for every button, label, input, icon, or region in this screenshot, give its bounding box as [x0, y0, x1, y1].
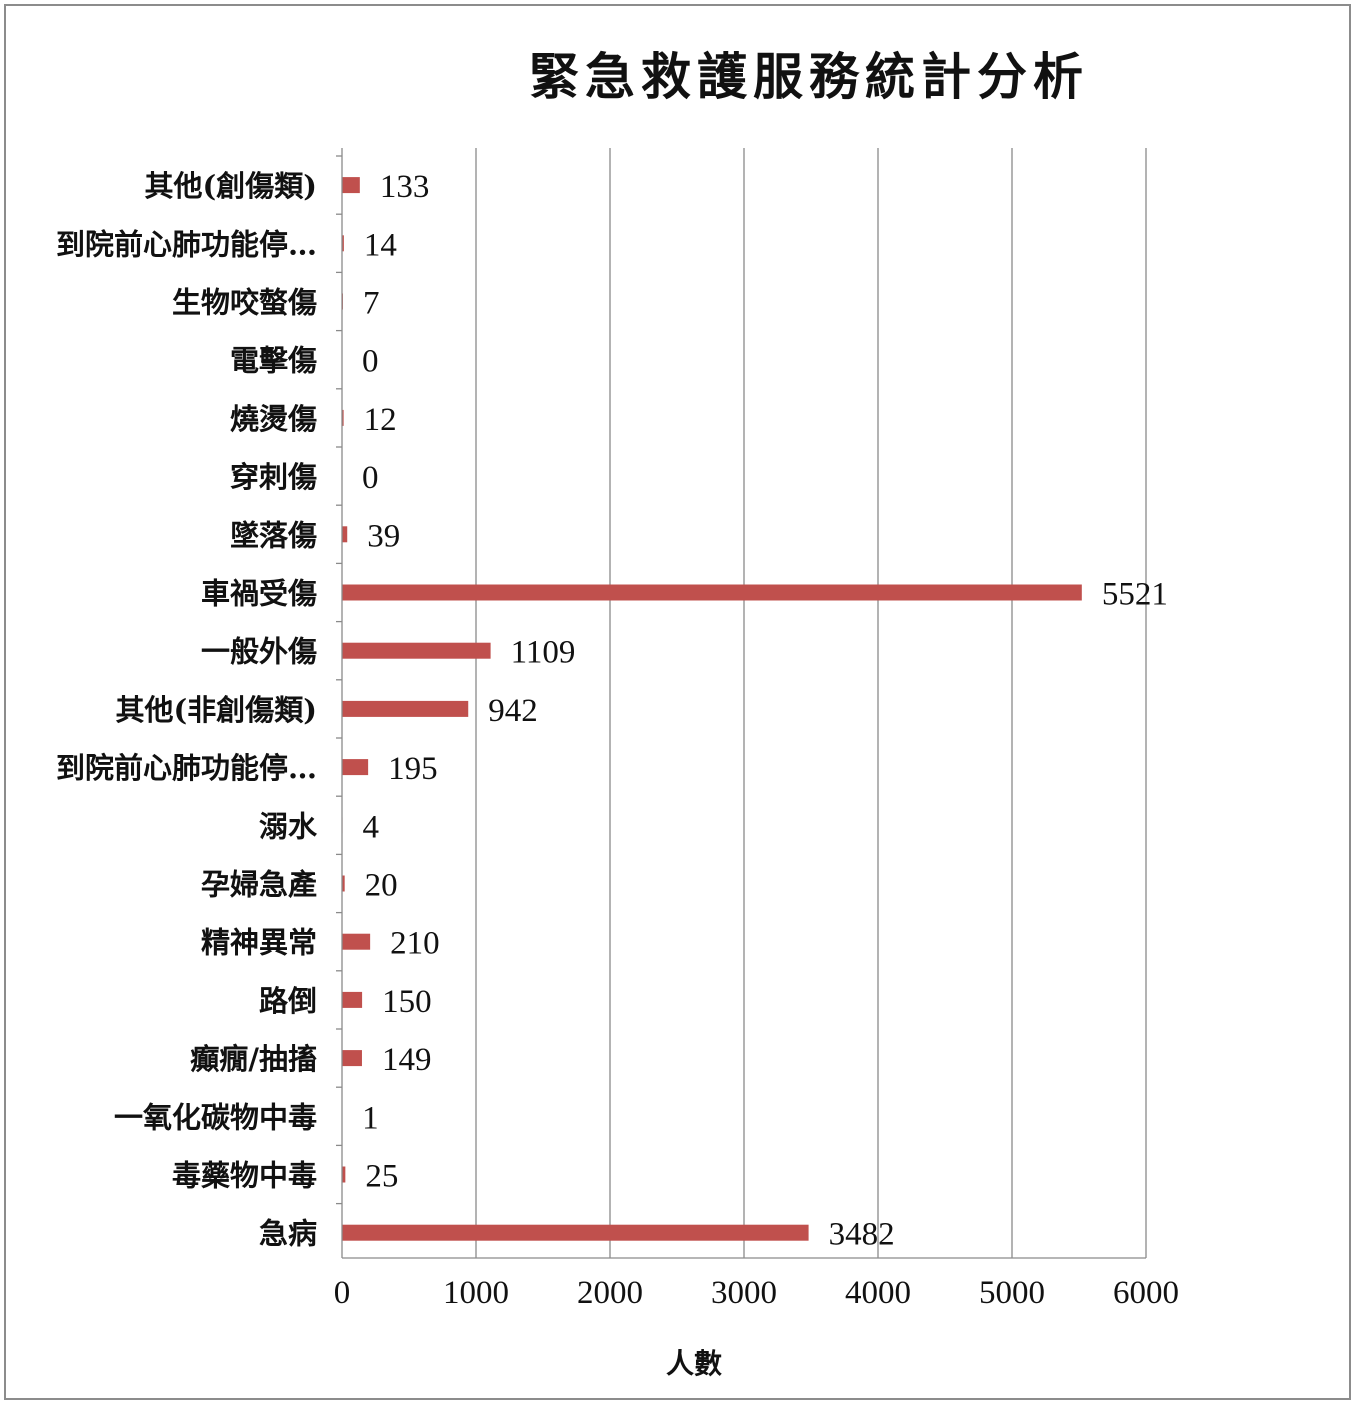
category-label: 孕婦急產 — [201, 868, 317, 902]
bar — [342, 700, 469, 717]
category-label: 精神異常 — [201, 926, 317, 960]
bars — [342, 177, 1082, 1241]
data-label: 4 — [363, 809, 380, 845]
bar — [342, 759, 369, 776]
bar — [342, 584, 1082, 601]
bar — [342, 526, 348, 543]
category-label: 燒燙傷 — [230, 402, 317, 436]
x-tick-label: 1000 — [443, 1275, 509, 1311]
data-label: 39 — [367, 518, 400, 554]
x-tick-label: 2000 — [577, 1275, 643, 1311]
bar — [342, 409, 344, 426]
data-label: 195 — [388, 751, 438, 787]
category-label: 路倒 — [259, 984, 317, 1018]
data-label: 149 — [382, 1042, 432, 1078]
data-label: 942 — [488, 693, 538, 729]
data-label: 20 — [365, 868, 398, 904]
data-label: 133 — [380, 169, 430, 205]
data-label: 3482 — [829, 1217, 895, 1253]
data-label: 150 — [382, 984, 432, 1020]
category-label: 毒藥物中毒 — [172, 1159, 317, 1193]
data-label: 12 — [364, 402, 397, 438]
data-label: 0 — [362, 460, 379, 496]
category-label: 生物咬螫傷 — [172, 286, 317, 320]
bar — [342, 875, 345, 892]
bar — [342, 642, 491, 659]
data-label: 0 — [362, 344, 379, 380]
category-label: 車禍受傷 — [201, 577, 317, 611]
x-tick-label: 3000 — [711, 1275, 777, 1311]
category-label: 急病 — [259, 1217, 317, 1251]
data-label: 5521 — [1102, 577, 1168, 613]
x-tick-label: 5000 — [979, 1275, 1045, 1311]
x-tick-label: 4000 — [845, 1275, 911, 1311]
data-label: 1 — [362, 1100, 379, 1136]
x-tick-label: 0 — [334, 1275, 351, 1311]
chart-title: 緊急救護服務統計分析 — [529, 47, 1089, 106]
axes — [336, 148, 1146, 1259]
bar — [342, 1166, 346, 1183]
bar — [342, 991, 363, 1008]
data-label: 25 — [365, 1159, 398, 1195]
category-label: 其他(創傷類) — [145, 169, 317, 203]
gridlines — [475, 148, 1147, 1258]
category-label: 一般外傷 — [201, 635, 317, 669]
data-label: 210 — [390, 926, 440, 962]
category-label: 到院前心肺功能停… — [56, 227, 317, 261]
category-label: 癲癇/抽搐 — [189, 1042, 317, 1076]
category-label: 到院前心肺功能停… — [56, 751, 317, 785]
data-label: 1109 — [511, 635, 576, 671]
bar — [342, 177, 360, 194]
bar — [342, 1050, 362, 1067]
x-tick-label: 6000 — [1113, 1275, 1179, 1311]
bar — [342, 1224, 809, 1241]
x-axis-title: 人數 — [666, 1347, 722, 1380]
data-label: 14 — [364, 227, 397, 263]
data-label: 7 — [363, 286, 380, 322]
category-label: 溺水 — [259, 809, 318, 843]
category-label: 一氧化碳物中毒 — [114, 1100, 317, 1134]
bar — [342, 235, 344, 252]
bar — [342, 933, 371, 950]
category-label: 墜落傷 — [230, 518, 317, 552]
category-label: 其他(非創傷類) — [116, 693, 317, 727]
chart-frame: 0 1000 2000 3000 4000 5000 6000 其他(創傷類) 133 到院前心肺… — [4, 4, 1351, 1400]
category-label: 電擊傷 — [230, 344, 317, 378]
category-label: 穿刺傷 — [230, 460, 317, 494]
